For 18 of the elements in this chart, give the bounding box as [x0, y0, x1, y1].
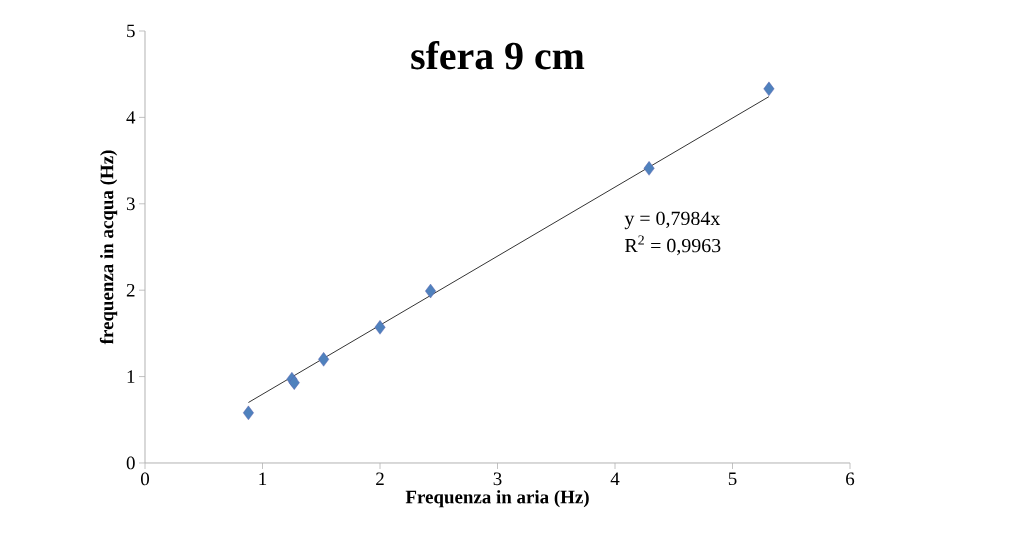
y-tick-label: 1: [127, 370, 135, 383]
x-tick-label: 4: [610, 472, 620, 485]
x-tick-label: 6: [846, 472, 855, 486]
y-tick-label: 2: [126, 283, 135, 297]
y-axis-title: frequenza in acqua (Hz): [99, 150, 118, 345]
y-tick-label: 0: [126, 456, 135, 470]
x-tick-label: 5: [728, 472, 737, 486]
x-axis-title: Frequenza in aria (Hz): [405, 490, 589, 508]
x-tick-label: 2: [376, 472, 384, 486]
y-tick-label: 3: [126, 197, 135, 211]
x-tick-label: 0: [141, 472, 150, 486]
x-tick-label: 1: [259, 472, 267, 485]
y-tick-label: 5: [127, 24, 135, 38]
annotation: y = 0,7984x: [624, 211, 721, 230]
chart-title: sfera 9 cm: [411, 41, 585, 70]
annotation: R$^{2}$ = 0,9963: [624, 235, 721, 256]
x-tick-label: 3: [493, 472, 502, 486]
y-tick-label: 4: [126, 111, 136, 124]
